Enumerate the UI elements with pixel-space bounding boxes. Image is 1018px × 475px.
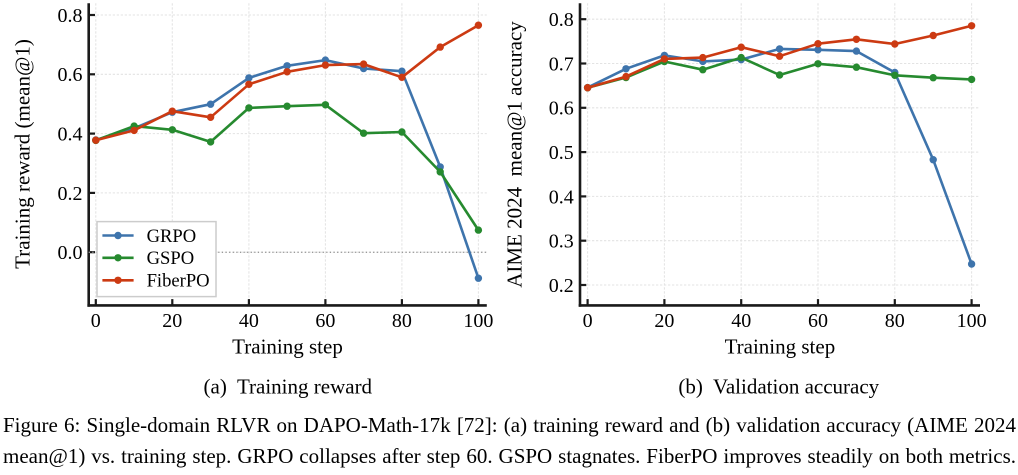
svg-text:(a) Training reward: (a) Training reward xyxy=(204,374,373,398)
svg-text:100: 100 xyxy=(957,310,987,332)
svg-text:0.5: 0.5 xyxy=(549,142,574,164)
svg-text:0.2: 0.2 xyxy=(58,183,83,205)
svg-text:0.6: 0.6 xyxy=(549,98,574,120)
svg-text:0: 0 xyxy=(91,310,101,332)
svg-text:60: 60 xyxy=(315,310,335,332)
svg-text:0.8: 0.8 xyxy=(549,9,574,31)
svg-text:Training step: Training step xyxy=(232,334,343,358)
svg-text:Training step: Training step xyxy=(725,334,836,358)
svg-text:80: 80 xyxy=(885,310,905,332)
svg-text:40: 40 xyxy=(731,310,751,332)
svg-text:0.6: 0.6 xyxy=(58,64,83,86)
svg-text:GSPO: GSPO xyxy=(147,248,195,269)
svg-text:FiberPO: FiberPO xyxy=(147,271,210,292)
svg-text:40: 40 xyxy=(239,310,259,332)
svg-text:0.7: 0.7 xyxy=(549,53,574,75)
svg-text:GRPO: GRPO xyxy=(147,226,197,247)
svg-text:20: 20 xyxy=(654,310,674,332)
svg-text:(b) Validation accuracy: (b) Validation accuracy xyxy=(678,374,879,398)
svg-text:0.4: 0.4 xyxy=(58,124,83,146)
svg-text:0.2: 0.2 xyxy=(549,275,574,297)
svg-text:100: 100 xyxy=(463,310,493,332)
svg-text:Training reward (mean@1): Training reward (mean@1) xyxy=(11,39,35,269)
svg-text:60: 60 xyxy=(808,310,828,332)
svg-text:AIME 2024 mean@1 accuracy: AIME 2024 mean@1 accuracy xyxy=(503,21,527,288)
svg-text:0.4: 0.4 xyxy=(549,186,574,208)
svg-text:80: 80 xyxy=(392,310,412,332)
svg-text:0.8: 0.8 xyxy=(58,5,83,27)
svg-text:0.3: 0.3 xyxy=(549,231,574,253)
svg-text:0: 0 xyxy=(583,310,593,332)
svg-text:0.0: 0.0 xyxy=(58,242,83,264)
svg-text:20: 20 xyxy=(162,310,182,332)
